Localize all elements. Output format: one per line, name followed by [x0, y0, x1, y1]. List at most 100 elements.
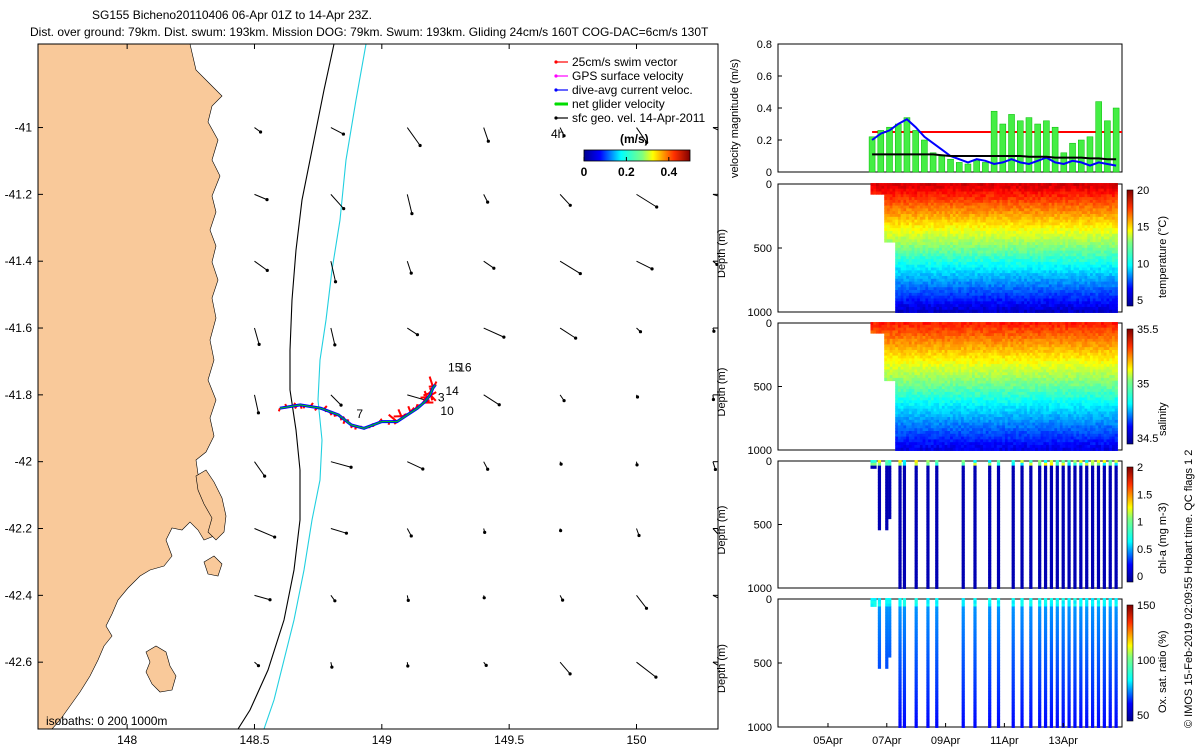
section-datapoint: [1076, 244, 1080, 249]
section-datapoint: [1081, 236, 1085, 240]
section-datapoint: [936, 256, 940, 260]
section-datapoint: [1092, 275, 1096, 280]
section-datapoint: [1043, 197, 1047, 201]
section-datapoint: [922, 183, 926, 187]
section-datapoint: [1081, 270, 1085, 274]
section-datapoint: [933, 361, 937, 365]
section-datapoint: [1062, 273, 1066, 277]
section-datapoint: [1035, 194, 1039, 198]
section-datapoint: [1048, 222, 1053, 226]
section-datapoint: [1040, 250, 1044, 254]
section-datapoint: [1018, 247, 1022, 252]
section-datapoint: [895, 338, 899, 342]
section-datapoint: [1024, 225, 1028, 229]
section-datapoint: [1092, 230, 1096, 235]
section-datapoint: [897, 422, 902, 426]
section-datapoint: [933, 344, 937, 348]
section-datapoint: [900, 391, 904, 396]
section-datapoint: [911, 194, 915, 198]
section-datapoint: [1087, 239, 1091, 243]
section-datapoint: [928, 188, 932, 192]
section-datapoint: [933, 309, 937, 313]
section-datapoint: [1029, 185, 1033, 190]
section-datapoint: [900, 267, 904, 271]
section-datapoint: [1070, 214, 1075, 218]
section-datapoint: [999, 309, 1003, 313]
section-datapoint: [908, 411, 913, 415]
section-datapoint: [933, 358, 937, 362]
section-datapoint: [897, 436, 902, 440]
section-datapoint: [917, 417, 921, 421]
section-datapoint: [1073, 256, 1077, 260]
section-datapoint: [1098, 199, 1102, 204]
section-datapoint: [1026, 202, 1031, 206]
section-datapoint: [1111, 253, 1116, 257]
section-datapoint: [972, 194, 976, 198]
section-datapoint: [993, 194, 998, 198]
section-datapoint: [914, 361, 918, 365]
section-datapoint: [952, 211, 957, 215]
section-datapoint: [1046, 233, 1050, 237]
section-datapoint: [1065, 222, 1069, 226]
section-datapoint: [1037, 242, 1042, 246]
section-datapoint: [908, 219, 913, 223]
section-datapoint: [985, 250, 989, 254]
section-datapoint: [974, 270, 978, 274]
section-datapoint: [1015, 214, 1020, 218]
section-datapoint: [1100, 205, 1105, 209]
section-datapoint: [939, 270, 943, 274]
section-datapoint: [919, 333, 924, 337]
section-datapoint: [1046, 188, 1050, 192]
section-datapoint: [1062, 211, 1066, 215]
section-datapoint: [991, 309, 995, 313]
section-datapoint: [908, 202, 913, 206]
section-datapoint: [1035, 270, 1039, 274]
section-datapoint: [930, 304, 935, 308]
section-datapoint: [1037, 185, 1042, 190]
section-datapoint: [996, 261, 1000, 266]
section-datapoint: [980, 199, 984, 204]
section-datapoint: [1059, 247, 1064, 252]
section-datapoint: [914, 333, 918, 337]
section-datapoint: [963, 304, 967, 308]
section-datapoint: [958, 250, 962, 254]
section-datapoint: [900, 236, 904, 240]
legend-note: 4h: [551, 127, 564, 141]
section-datapoint: [873, 327, 877, 331]
section-datapoint: [919, 383, 924, 387]
track-day-label: 14: [445, 384, 459, 398]
section-datapoint: [897, 336, 902, 340]
section-datapoint: [1054, 239, 1058, 243]
section-datapoint: [1054, 214, 1058, 218]
section-datapoint: [911, 394, 915, 398]
section-datapoint: [1100, 256, 1105, 260]
section-datapoint: [1018, 211, 1022, 215]
section-datapoint: [1007, 281, 1011, 285]
geo-vector-head: [342, 207, 346, 211]
section-datapoint: [988, 267, 992, 271]
section-datapoint: [1062, 301, 1066, 305]
section-datapoint: [1111, 290, 1116, 294]
section-datapoint: [1043, 298, 1047, 302]
section-datapoint: [933, 341, 937, 345]
map-ytick-label: -41.6: [5, 321, 33, 335]
section-datapoint: [1090, 298, 1094, 302]
section-datapoint: [974, 275, 978, 280]
section-datapoint: [908, 199, 913, 204]
section-datapoint: [925, 197, 929, 201]
section-datapoint: [1087, 250, 1091, 254]
section-datapoint: [878, 183, 882, 187]
section-datapoint: [914, 292, 918, 297]
section-datapoint: [999, 242, 1003, 246]
section-datapoint: [1051, 295, 1055, 299]
section-datapoint: [928, 259, 932, 263]
section-datapoint: [1081, 281, 1085, 285]
section-datapoint: [952, 208, 957, 212]
section-datapoint: [950, 267, 954, 271]
section-datapoint: [1035, 199, 1039, 204]
section-datapoint: [922, 344, 926, 348]
section-datapoint: [908, 191, 913, 195]
section-datapoint: [1002, 287, 1006, 291]
section-datapoint: [1103, 253, 1107, 257]
section-datapoint: [914, 338, 918, 342]
